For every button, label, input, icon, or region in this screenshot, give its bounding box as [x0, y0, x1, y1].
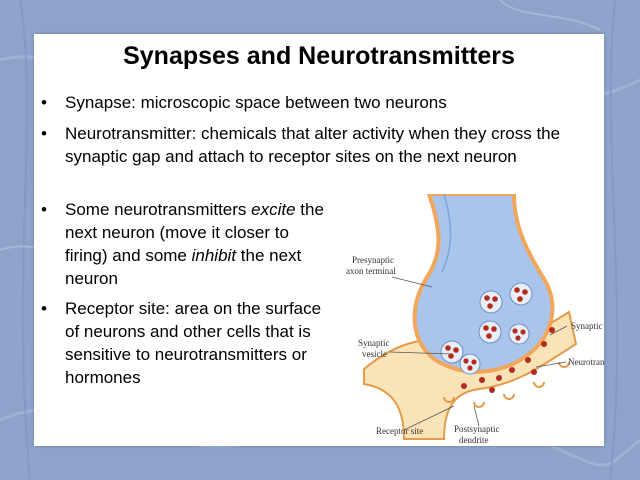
label-dendrite: dendrite	[459, 435, 489, 444]
emphasis-excite: excite	[251, 200, 296, 219]
bullet-text: Some neurotransmitters excite the next n…	[65, 198, 325, 290]
vesicle	[478, 320, 502, 344]
text-run: Some neurotransmitters	[65, 200, 252, 219]
text-run: the next neuron (move it closer to firin…	[65, 200, 324, 265]
label-neurotransmitter: Neurotransmitter	[568, 357, 604, 367]
receptor-sites	[443, 361, 570, 408]
bullet-marker: •	[41, 124, 47, 143]
vesicle	[479, 290, 503, 314]
label-vesicle: vesicle	[362, 349, 387, 359]
vesicle	[440, 340, 464, 364]
slide-title: Synapses and Neurotransmitters	[123, 42, 515, 70]
label-postsynaptic: Postsynaptic	[454, 424, 500, 434]
bullet-text: Neurotransmitter: chemicals that alter a…	[65, 124, 561, 166]
label-receptor-site: Receptor site	[376, 426, 423, 436]
vesicle	[508, 323, 530, 345]
vesicle	[509, 282, 533, 306]
label-synaptic: Synaptic	[358, 338, 390, 348]
slide-content: Synapses and Neurotransmitters • Synapse…	[34, 34, 604, 446]
presynaptic-terminal	[412, 194, 555, 374]
bullet-text: Receptor site: area on the surface of ne…	[65, 299, 322, 387]
label-presynaptic: Presynaptic	[352, 255, 394, 265]
bullet-list: • Synapse: microscopic space between two…	[34, 34, 604, 446]
synaptic-vesicles	[440, 282, 533, 375]
synapse-diagram: Presynaptic axon terminal Synaptic vesic…	[346, 194, 604, 444]
bullet-marker: •	[41, 200, 47, 219]
text-run: the next neuron	[65, 246, 302, 288]
vesicle	[459, 353, 481, 375]
bullet-marker: •	[41, 299, 47, 318]
bullet-marker: •	[41, 93, 47, 112]
label-synaptic-gap: Synaptic gap	[571, 321, 604, 331]
label-axon-terminal: axon terminal	[346, 266, 396, 276]
emphasis-inhibit: inhibit	[191, 246, 237, 265]
neurotransmitter-molecules	[461, 327, 555, 393]
bullet-text: Synapse: microscopic space between two n…	[65, 93, 447, 112]
